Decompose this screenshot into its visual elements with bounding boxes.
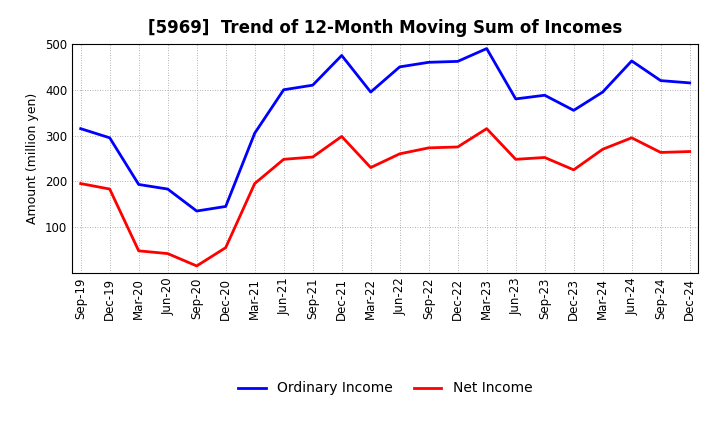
Ordinary Income <box>454 59 462 64</box>
Ordinary Income <box>627 58 636 63</box>
Net Income <box>308 154 317 160</box>
Ordinary Income <box>338 53 346 58</box>
Ordinary Income <box>192 209 201 214</box>
Ordinary Income <box>251 131 259 136</box>
Ordinary Income <box>570 108 578 113</box>
Ordinary Income <box>105 135 114 140</box>
Ordinary Income <box>395 64 404 70</box>
Net Income <box>395 151 404 157</box>
Title: [5969]  Trend of 12-Month Moving Sum of Incomes: [5969] Trend of 12-Month Moving Sum of I… <box>148 19 622 37</box>
Ordinary Income <box>482 46 491 51</box>
Net Income <box>338 134 346 139</box>
Ordinary Income <box>366 89 375 95</box>
Ordinary Income <box>598 89 607 95</box>
Ordinary Income <box>541 92 549 98</box>
Net Income <box>570 167 578 172</box>
Net Income <box>541 155 549 160</box>
Net Income <box>163 251 172 256</box>
Line: Net Income: Net Income <box>81 128 690 266</box>
Net Income <box>685 149 694 154</box>
Net Income <box>76 181 85 186</box>
Net Income <box>135 248 143 253</box>
Net Income <box>511 157 520 162</box>
Ordinary Income <box>279 87 288 92</box>
Ordinary Income <box>163 187 172 192</box>
Ordinary Income <box>685 80 694 85</box>
Net Income <box>627 135 636 140</box>
Net Income <box>598 147 607 152</box>
Ordinary Income <box>308 83 317 88</box>
Ordinary Income <box>511 96 520 102</box>
Net Income <box>251 181 259 186</box>
Net Income <box>482 126 491 131</box>
Ordinary Income <box>424 60 433 65</box>
Y-axis label: Amount (million yen): Amount (million yen) <box>27 93 40 224</box>
Net Income <box>192 263 201 268</box>
Net Income <box>657 150 665 155</box>
Ordinary Income <box>135 182 143 187</box>
Ordinary Income <box>657 78 665 83</box>
Legend: Ordinary Income, Net Income: Ordinary Income, Net Income <box>233 376 538 401</box>
Net Income <box>221 245 230 250</box>
Net Income <box>105 187 114 192</box>
Net Income <box>279 157 288 162</box>
Line: Ordinary Income: Ordinary Income <box>81 48 690 211</box>
Net Income <box>424 145 433 150</box>
Ordinary Income <box>221 204 230 209</box>
Net Income <box>366 165 375 170</box>
Net Income <box>454 144 462 150</box>
Ordinary Income <box>76 126 85 131</box>
